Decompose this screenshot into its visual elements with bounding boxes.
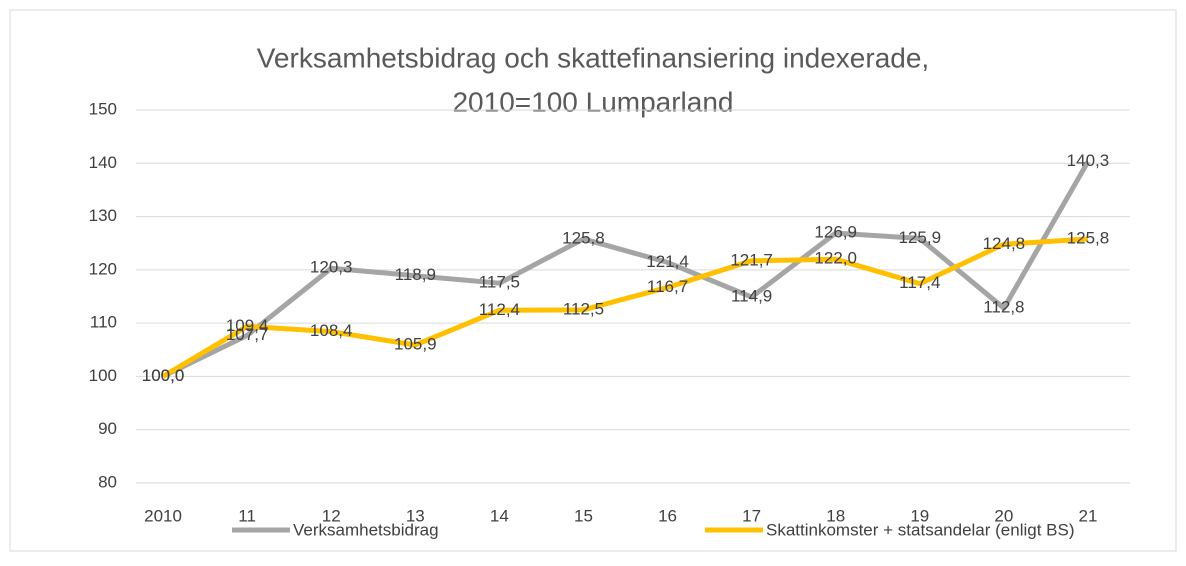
x-tick-label: 17 — [742, 506, 761, 525]
data-label: 121,4 — [646, 252, 689, 271]
legend-label: Verksamhetsbidrag — [293, 520, 439, 539]
data-label: 124,8 — [983, 234, 1026, 253]
x-tick-label: 11 — [238, 506, 256, 525]
data-label: 100,0 — [142, 366, 185, 385]
data-label: 117,4 — [899, 273, 940, 292]
x-tick-label: 16 — [658, 506, 677, 525]
x-tick-label: 21 — [1078, 506, 1097, 525]
x-tick-label: 2010 — [144, 506, 182, 525]
data-label: 116,7 — [647, 277, 688, 296]
y-tick-label: 140 — [89, 153, 117, 172]
chart-title: 2010=100 Lumparland — [452, 86, 733, 117]
y-tick-label: 100 — [89, 366, 117, 385]
data-label: 112,4 — [479, 300, 520, 319]
x-tick-label: 12 — [322, 506, 341, 525]
data-label: 112,5 — [563, 299, 604, 318]
data-label: 120,3 — [310, 258, 353, 277]
data-label: 105,9 — [394, 334, 437, 353]
data-label: 125,9 — [899, 228, 942, 247]
y-tick-label: 130 — [89, 206, 117, 225]
chart-frame — [9, 9, 1177, 552]
data-label: 117,5 — [479, 273, 520, 292]
data-label: 125,8 — [562, 228, 605, 247]
x-tick-label: 19 — [910, 506, 929, 525]
x-tick-label: 13 — [406, 506, 425, 525]
chart-title: Verksamhetsbidrag och skattefinansiering… — [257, 42, 929, 73]
data-label: 121,7 — [730, 250, 773, 269]
data-label: 108,4 — [310, 321, 353, 340]
legend-label: Skattinkomster + statsandelar (enligt BS… — [766, 520, 1075, 539]
data-label: 126,9 — [814, 223, 857, 242]
y-tick-label: 110 — [90, 313, 117, 332]
series-line — [161, 236, 1089, 379]
data-label: 100,0 — [142, 366, 185, 385]
series-line — [161, 160, 1091, 379]
data-label: 114,9 — [731, 287, 772, 306]
x-tick-label: 14 — [490, 506, 509, 525]
data-label: 118,9 — [395, 265, 436, 284]
y-tick-label: 120 — [89, 259, 117, 278]
data-label: 140,3 — [1067, 151, 1110, 170]
x-tick-label: 15 — [574, 506, 593, 525]
y-tick-label: 80 — [98, 472, 117, 491]
x-tick-label: 20 — [994, 506, 1013, 525]
y-tick-label: 90 — [98, 419, 117, 438]
x-tick-label: 18 — [826, 506, 845, 525]
data-label: 112,8 — [983, 298, 1024, 317]
y-tick-label: 150 — [89, 99, 117, 118]
data-label: 125,8 — [1067, 228, 1110, 247]
data-label: 109,4 — [226, 316, 269, 335]
data-label: 107,7 — [226, 325, 269, 344]
data-label: 122,0 — [814, 249, 857, 268]
